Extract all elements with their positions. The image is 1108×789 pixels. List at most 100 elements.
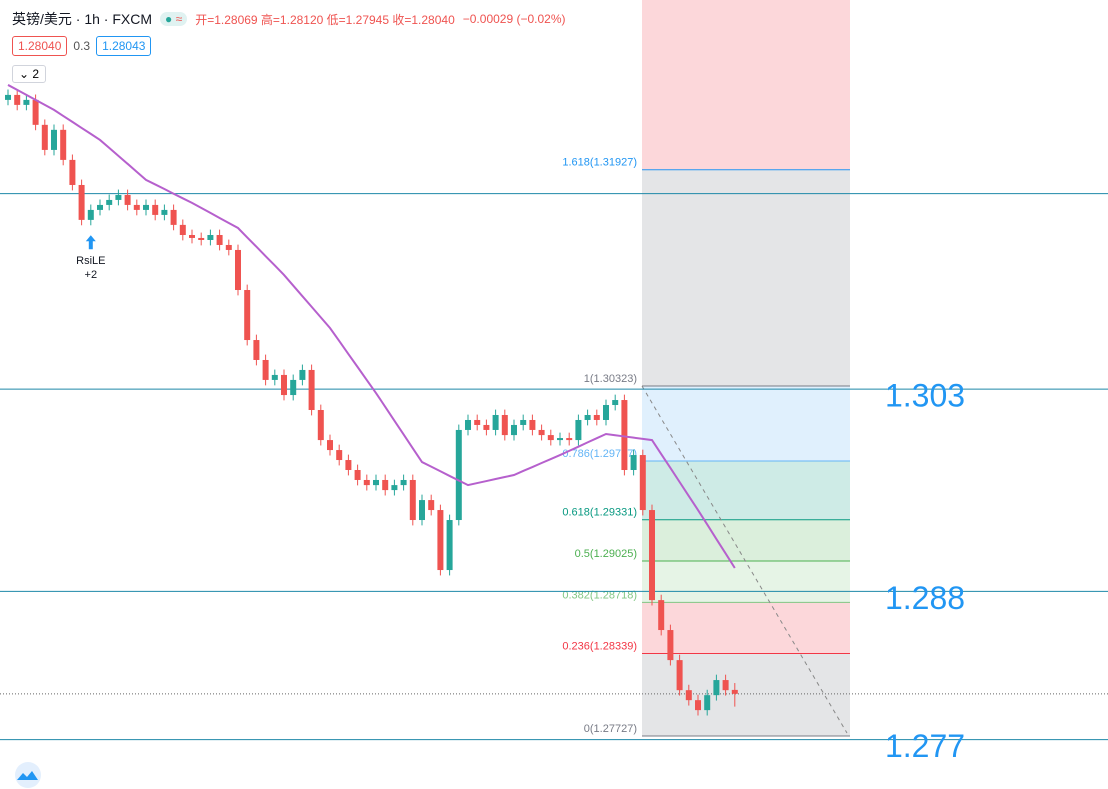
candle-body bbox=[363, 479, 370, 486]
fib-zone bbox=[642, 519, 850, 562]
fib-label: 0.382(1.28718) bbox=[562, 589, 637, 601]
candle-body bbox=[492, 414, 499, 430]
candle-body bbox=[106, 199, 113, 205]
candle-body bbox=[538, 429, 545, 436]
fib-label: 0.786(1.29767) bbox=[562, 448, 637, 460]
candle-body bbox=[612, 400, 619, 406]
candle-body bbox=[189, 235, 195, 238]
moving-average bbox=[7, 84, 736, 569]
quote-row: 1.28040 0.3 1.28043 bbox=[12, 36, 152, 56]
symbol-title[interactable]: 英镑/美元 · 1h · FXCM bbox=[12, 11, 153, 27]
candle-body bbox=[244, 290, 251, 341]
fib-label: 1.618(1.31927) bbox=[562, 157, 637, 169]
fib-zone bbox=[642, 0, 850, 170]
candle-body bbox=[511, 424, 517, 436]
candle-body bbox=[235, 249, 241, 291]
candle-body bbox=[225, 244, 232, 250]
status-indicator[interactable]: ● ≈ bbox=[160, 12, 188, 26]
fib-zone bbox=[642, 460, 850, 520]
signal-label: RsiLE bbox=[76, 255, 105, 267]
candle-body bbox=[649, 510, 655, 601]
candle-body bbox=[704, 695, 711, 711]
candle-body bbox=[575, 419, 582, 441]
fib-label: 0.618(1.29331) bbox=[562, 507, 637, 519]
candle-body bbox=[327, 440, 333, 451]
trend-line bbox=[641, 385, 848, 734]
change: −0.00029 (−0.02%) bbox=[462, 12, 566, 26]
candle-body bbox=[78, 184, 85, 220]
candle-body bbox=[474, 419, 481, 425]
spread: 0.3 bbox=[73, 39, 91, 53]
candle-body bbox=[216, 235, 223, 245]
fib-label: 0.5(1.29025) bbox=[575, 548, 637, 560]
candle-body bbox=[547, 435, 554, 441]
candle-body bbox=[713, 680, 720, 696]
signal-sub: +2 bbox=[85, 269, 98, 281]
candle-body bbox=[584, 414, 591, 420]
bid[interactable]: 1.28040 bbox=[12, 36, 68, 56]
candle-body bbox=[557, 438, 563, 441]
logo bbox=[15, 762, 41, 788]
candle-body bbox=[354, 470, 361, 480]
candle-body bbox=[299, 369, 306, 380]
candle-body bbox=[87, 209, 94, 220]
candle-body bbox=[593, 414, 600, 420]
fib-zone bbox=[642, 653, 850, 737]
fib-label: 1(1.30323) bbox=[584, 373, 637, 385]
level-label: 1.277 bbox=[885, 728, 965, 764]
candle-body bbox=[97, 204, 103, 210]
candle-body bbox=[152, 204, 159, 215]
candle-body bbox=[455, 429, 462, 521]
candle-body bbox=[437, 510, 444, 571]
candle-body bbox=[60, 129, 67, 160]
candle-body bbox=[529, 419, 536, 430]
collapse-button[interactable]: ⌄ 2 bbox=[12, 65, 47, 83]
candle-body bbox=[207, 235, 214, 240]
candle-body bbox=[695, 700, 701, 711]
level-label: 1.303 bbox=[885, 378, 965, 414]
candle-body bbox=[115, 194, 122, 200]
candle-body bbox=[308, 369, 315, 411]
candle-body bbox=[51, 129, 57, 150]
fib-zone bbox=[642, 602, 850, 654]
candle-body bbox=[446, 520, 453, 571]
fib-zone bbox=[642, 386, 850, 461]
candle-body bbox=[336, 450, 343, 461]
candle-body bbox=[133, 204, 140, 210]
ask[interactable]: 1.28043 bbox=[96, 36, 152, 56]
candle-body bbox=[317, 410, 324, 441]
candle-body bbox=[382, 479, 389, 491]
candle-body bbox=[621, 400, 628, 471]
candle-body bbox=[409, 479, 416, 521]
fib-zone bbox=[642, 561, 850, 603]
candle-body bbox=[143, 204, 149, 210]
candle-body bbox=[41, 124, 48, 150]
candle-body bbox=[262, 359, 269, 380]
candle-body bbox=[501, 414, 508, 436]
candle-body bbox=[170, 209, 177, 225]
fib-label: 0(1.27727) bbox=[584, 723, 637, 735]
candle-body bbox=[685, 690, 692, 701]
candle-body bbox=[639, 455, 646, 511]
candle-body bbox=[391, 485, 398, 491]
candle-body bbox=[5, 94, 11, 100]
candle-body bbox=[373, 479, 379, 486]
candle-body bbox=[658, 600, 665, 631]
logo-mark bbox=[17, 771, 38, 780]
level-label: 1.288 bbox=[885, 580, 965, 616]
candle-body bbox=[566, 438, 573, 441]
candle-body bbox=[428, 500, 435, 511]
candle-body bbox=[290, 379, 297, 396]
fib-label: 0.236(1.28339) bbox=[562, 640, 637, 652]
candle-body bbox=[520, 419, 527, 425]
candle-body bbox=[465, 419, 471, 430]
ohlc: 开=1.28069 高=1.28120 低=1.27945 收=1.28040 bbox=[195, 12, 455, 27]
candle-body bbox=[667, 630, 674, 661]
candle-body bbox=[198, 237, 205, 240]
candle-body bbox=[281, 374, 287, 396]
candle-body bbox=[14, 94, 21, 105]
candle-body bbox=[124, 194, 131, 205]
candle-body bbox=[483, 424, 490, 430]
